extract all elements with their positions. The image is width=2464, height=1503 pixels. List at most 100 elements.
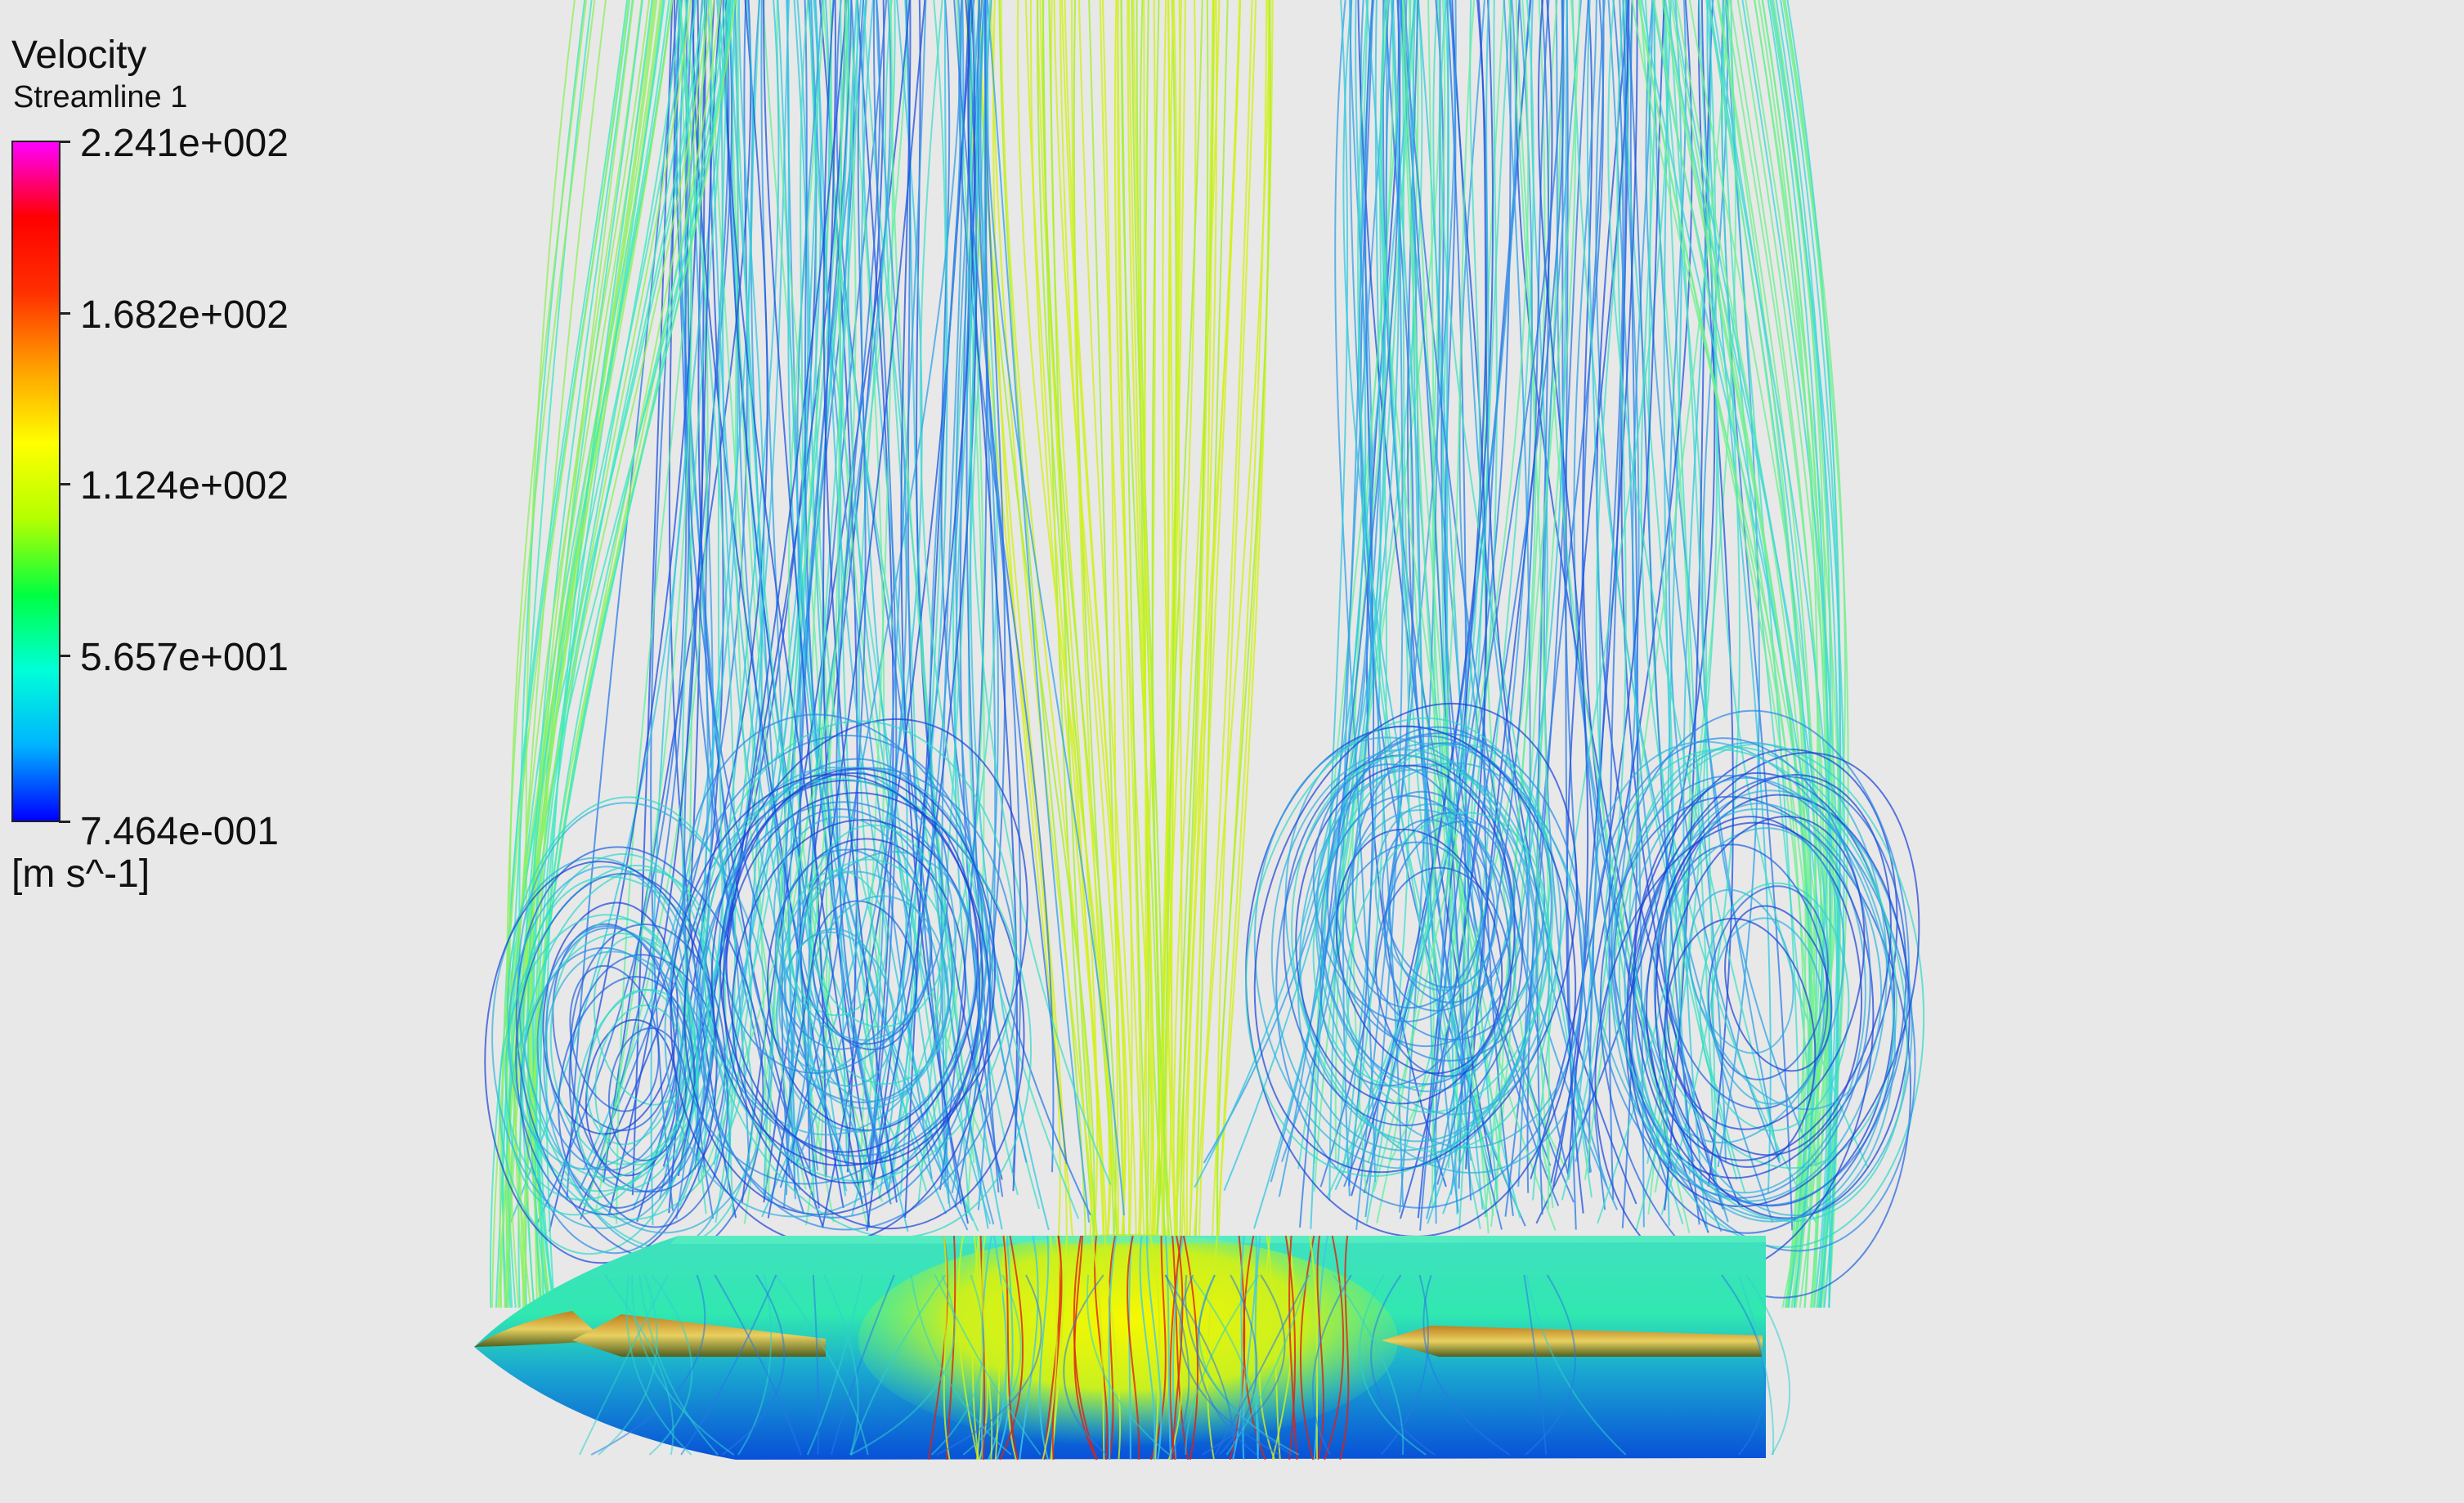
streamline <box>934 1274 1042 1456</box>
streamline <box>1758 0 1819 1308</box>
streamline <box>862 0 948 1165</box>
colorbar-tick <box>59 312 70 315</box>
streamline <box>1571 0 1738 1180</box>
streamline <box>731 0 873 1190</box>
streamline <box>1566 0 1630 1214</box>
streamline <box>1412 0 1437 1206</box>
streamline <box>939 0 988 1191</box>
streamline <box>1094 1235 1109 1461</box>
streamline <box>1284 1235 1297 1461</box>
streamline <box>1298 0 1401 1228</box>
vortex-streamline <box>568 954 729 1228</box>
streamline <box>1086 1274 1171 1456</box>
streamline <box>590 1274 706 1456</box>
colorbar-tick-label: 1.124e+002 <box>80 464 289 508</box>
streamline <box>598 1274 658 1456</box>
streamline <box>1164 1274 1235 1456</box>
streamline <box>1120 0 1149 1237</box>
streamline <box>1531 0 1669 1201</box>
streamline <box>919 0 1080 1219</box>
streamline <box>823 1274 859 1456</box>
vortex-streamline <box>1664 917 1817 1168</box>
streamline <box>849 1274 956 1456</box>
streamline <box>1484 0 1546 1218</box>
vortex-streamline <box>682 713 992 1157</box>
streamline <box>986 0 1091 1223</box>
vortex-streamline <box>723 758 949 1074</box>
streamline <box>830 1274 895 1456</box>
streamline <box>1201 1274 1286 1456</box>
streamline <box>1359 1274 1427 1456</box>
vortex-streamline <box>1299 763 1545 1143</box>
streamline <box>1151 0 1173 1237</box>
streamline <box>1214 1274 1310 1456</box>
streamline <box>1662 0 1717 1169</box>
streamline <box>1099 0 1145 1237</box>
streamline <box>871 0 978 1186</box>
streamline <box>1172 0 1221 1237</box>
streamline <box>1400 0 1481 1230</box>
vortex-streamline <box>484 861 718 1264</box>
vortex-streamline <box>1633 808 1866 1194</box>
streamline <box>1151 0 1175 1237</box>
streamline <box>1309 1235 1319 1461</box>
streamline <box>648 1274 693 1456</box>
streamline <box>799 0 853 1209</box>
streamline <box>1503 0 1531 1188</box>
streamline <box>1063 1274 1108 1456</box>
streamline <box>943 1235 951 1461</box>
colorbar-tick-label-max: 2.241e+002 <box>80 122 289 165</box>
streamline <box>681 0 728 1214</box>
streamline <box>1176 0 1215 1237</box>
streamline <box>1316 1235 1324 1461</box>
vortex-streamline <box>1315 742 1584 1149</box>
streamline <box>1131 0 1161 1237</box>
legend-title: Velocity <box>11 34 147 77</box>
streamline <box>491 0 673 1308</box>
streamline <box>604 1274 674 1456</box>
vortex-streamline <box>1625 776 1907 1234</box>
streamline <box>994 1235 1007 1461</box>
streamline <box>517 0 683 1308</box>
streamline <box>1607 0 1781 1161</box>
streamline <box>1163 0 1177 1237</box>
vortex-streamline <box>1724 905 1833 1072</box>
streamline <box>1581 0 1670 1192</box>
vortex-streamline <box>1688 888 1794 1054</box>
vortex-streamline <box>1335 828 1503 1075</box>
streamline <box>973 1235 983 1461</box>
streamline <box>1525 1274 1576 1456</box>
streamline <box>714 1274 802 1456</box>
streamline <box>970 0 1050 1231</box>
streamline <box>1328 0 1416 1201</box>
vortex-streamline <box>1628 752 1920 1208</box>
vortex-streamline <box>783 931 895 1087</box>
streamline <box>945 1235 956 1461</box>
streamline <box>1258 1235 1276 1461</box>
streamline <box>1073 0 1118 1237</box>
velocity-colorbar <box>11 141 60 822</box>
streamline <box>1786 0 1842 1308</box>
streamline <box>965 0 1061 1237</box>
vortex-streamline <box>1604 749 1908 1223</box>
streamline <box>1101 0 1120 1237</box>
streamline <box>1495 0 1580 1211</box>
vortex-streamline <box>699 767 1018 1231</box>
streamline <box>1128 1235 1133 1461</box>
streamline <box>1180 0 1218 1237</box>
streamline <box>956 1235 979 1461</box>
streamline <box>722 0 871 1227</box>
streamline <box>1417 0 1499 1200</box>
streamline <box>1179 0 1209 1237</box>
streamline <box>1360 0 1526 1227</box>
streamline <box>779 0 867 1188</box>
streamline <box>1024 0 1105 1237</box>
streamline <box>1060 0 1131 1237</box>
streamline <box>1185 1274 1260 1456</box>
vortex-streamline <box>776 851 977 1133</box>
streamline <box>1741 0 1839 1308</box>
streamline <box>1637 0 1819 1308</box>
vortex-streamline <box>807 895 949 1103</box>
